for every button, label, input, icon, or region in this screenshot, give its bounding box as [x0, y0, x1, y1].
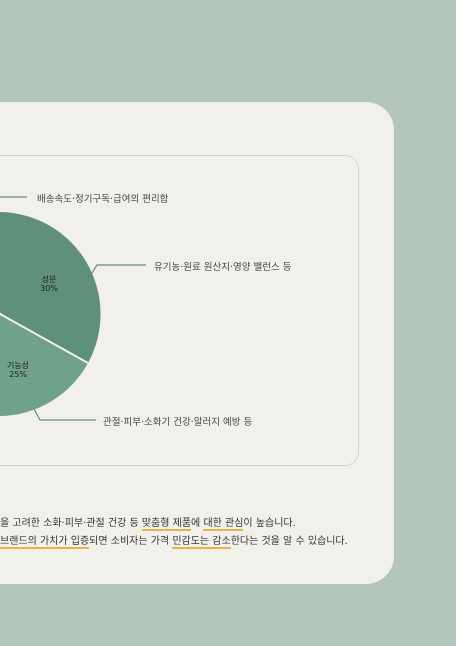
slice-label-ingredient-value: 30% — [40, 284, 58, 293]
pie-slice-functional — [0, 314, 88, 416]
text-segment: 되면 소비자는 가격 — [89, 536, 173, 547]
highlight-brand-value: 브랜드의 가치가 입증 — [0, 536, 90, 549]
highlight-sensitivity: 민감도는 감소 — [172, 536, 231, 549]
annotation-ingredient: 유기농·원료 원산지·영양 밸런스 등 — [154, 262, 292, 273]
highlight-interest: 대한 관심 — [203, 518, 244, 531]
annotation-functional: 관절·피부·소화기 건강·알러지 예방 등 — [103, 417, 253, 428]
slice-divider — [0, 313, 89, 364]
leader-line-ingredient — [91, 264, 146, 274]
text-segment: 이 높습니다. — [243, 518, 296, 529]
body-text-line-1: 을 고려한 소화·피부·관절 건강 등 맞춤형 제품에 대한 관심이 높습니다. — [0, 514, 296, 531]
text-segment: 에 — [191, 518, 204, 529]
body-text-line-2: 브랜드의 가치가 입증되면 소비자는 가격 민감도는 감소한다는 것을 알 수 … — [0, 532, 348, 549]
slice-label-ingredient-name: 성분 — [42, 275, 57, 284]
text-segment: 을 고려한 소화·피부·관절 건강 등 — [0, 518, 142, 529]
highlight-custom-products: 맞춤형 제품 — [141, 518, 192, 531]
text-segment: 한다는 것을 알 수 있습니다. — [230, 536, 348, 547]
pie-slice-ingredient — [0, 212, 101, 363]
leader-line-functional — [33, 408, 96, 421]
slice-label-functional-value: 25% — [9, 370, 27, 379]
slice-label-functional-name: 기능성 — [7, 361, 29, 370]
annotation-convenience: 배송속도·정기구독·급여의 편리함 — [37, 194, 169, 205]
